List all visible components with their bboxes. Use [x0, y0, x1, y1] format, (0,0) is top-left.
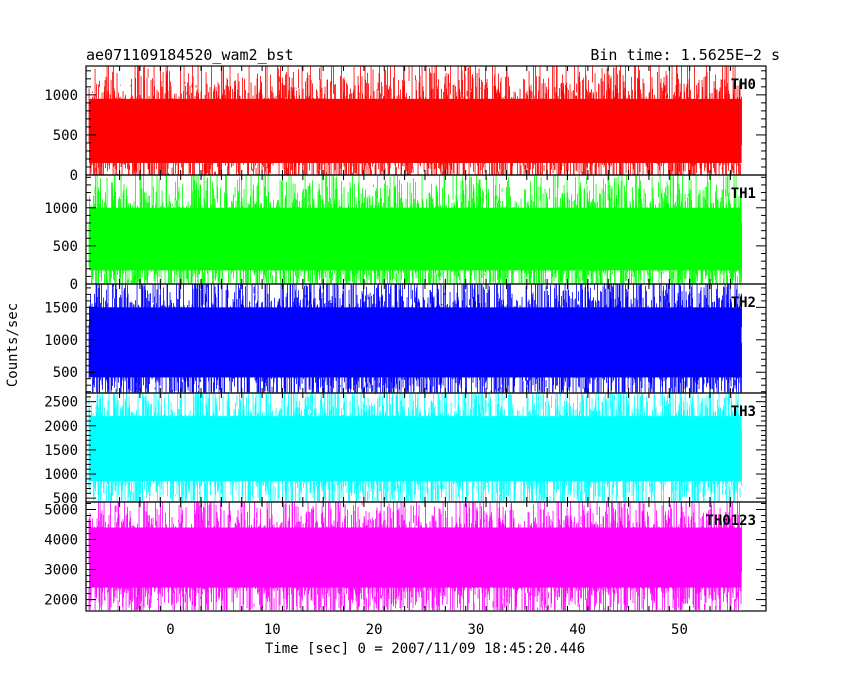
panel-th1: 0 500 1000 TH1	[44, 174, 767, 293]
series-line-th2	[88, 284, 742, 393]
panel-th2: 500 1000 1500 TH2	[44, 283, 767, 394]
y-tick-label: 1000	[44, 467, 78, 483]
series-line-th3	[88, 393, 742, 502]
panel-label-th0123: TH0123	[705, 513, 756, 529]
panel-label-th2: TH2	[731, 295, 756, 311]
y-tick-label: 2000	[44, 593, 78, 609]
y-tick-label: 1000	[44, 201, 78, 217]
y-tick-label: 1000	[44, 88, 78, 104]
bin-time-label: Bin time: 1.5625E−2 s	[590, 46, 780, 64]
y-tick-label: 500	[53, 365, 78, 381]
series-line-th1	[88, 175, 742, 284]
panel-frame	[85, 501, 767, 612]
y-tick-label: 1500	[44, 443, 78, 459]
y-tick-label: 500	[53, 128, 78, 144]
panel-th0123: 2000 3000 4000 5000 TH0123	[44, 501, 767, 612]
y-tick-label: 1500	[44, 300, 78, 316]
y-tick-label: 500	[53, 491, 78, 507]
y-axis-label: Counts/sec	[5, 303, 21, 387]
y-tick-label: 500	[53, 239, 78, 255]
x-tick-label: 40	[569, 622, 586, 638]
y-tick-label: 1000	[44, 333, 78, 349]
panel-label-th3: TH3	[731, 404, 756, 420]
y-tick-label: 2000	[44, 419, 78, 435]
x-tick-label: 30	[467, 622, 484, 638]
y-tick-label: 3000	[44, 563, 78, 579]
panels: 0 500 1000 TH0 0 500 1000 TH1 500 1000 1500 TH2 500 1…	[44, 65, 767, 612]
panel-label-th1: TH1	[731, 186, 756, 202]
x-axis: 0 10 20 30 40 50	[166, 622, 688, 638]
y-tick-label: 0	[70, 168, 78, 184]
panel-th3: 500 1000 1500 2000 2500 TH3	[44, 392, 767, 507]
series-line-th0123	[88, 502, 742, 611]
y-tick-label: 2500	[44, 395, 78, 411]
panel-label-th0: TH0	[731, 77, 756, 93]
x-tick-label: 10	[264, 622, 281, 638]
x-axis-label: Time [sec] 0 = 2007/11/09 18:45:20.446	[265, 641, 585, 657]
y-tick-label: 4000	[44, 533, 78, 549]
y-tick-label: 0	[70, 277, 78, 293]
x-tick-label: 50	[671, 622, 688, 638]
chart-title: ae071109184520_wam2_bst	[86, 46, 294, 64]
x-tick-label: 0	[166, 622, 174, 638]
series-line-th0	[88, 66, 742, 175]
panel-th0: 0 500 1000 TH0	[44, 65, 767, 184]
x-tick-label: 20	[366, 622, 383, 638]
y-tick-label: 5000	[44, 503, 78, 519]
